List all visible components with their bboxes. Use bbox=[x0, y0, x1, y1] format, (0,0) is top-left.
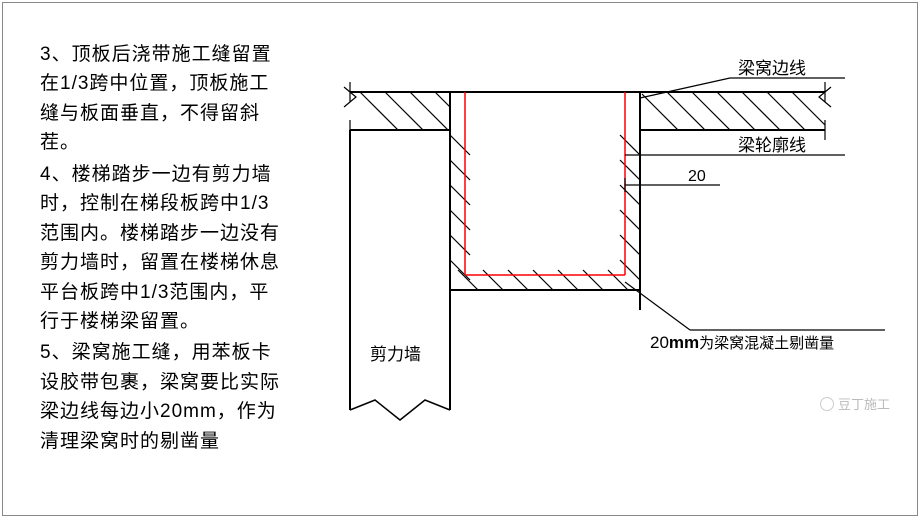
label-shear-wall: 剪力墙 bbox=[370, 345, 421, 364]
watermark-text: 豆丁施工 bbox=[838, 394, 890, 413]
leader-note bbox=[625, 282, 885, 330]
watermark: 豆丁施工 bbox=[820, 394, 890, 413]
label-beam-edge: 梁窝边线 bbox=[738, 59, 806, 78]
paragraph-4: 4、楼梯踏步一边有剪力墙时，控制在梯段板跨中1/3范围内。楼梯踏步一边没有剪力墙… bbox=[40, 160, 280, 337]
right-slab-break bbox=[640, 290, 825, 310]
text-column: 3、顶板后浇带施工缝留置在1/3跨中位置，顶板施工缝与板面垂直，不得留斜茬。 4… bbox=[0, 0, 290, 518]
paragraph-5: 5、梁窝施工缝，用苯板卡设胶带包裹，梁窝要比实际梁边线每边小20mm，作为清理梁… bbox=[40, 338, 280, 456]
page-layout: 3、顶板后浇带施工缝留置在1/3跨中位置，顶板施工缝与板面垂直，不得留斜茬。 4… bbox=[0, 0, 920, 518]
diagram-column: 梁窝边线 梁轮廓线 20 剪力墙 20mm bbox=[290, 0, 920, 518]
slab-outline bbox=[344, 82, 831, 290]
beam-pocket-diagram: 梁窝边线 梁轮廓线 20 剪力墙 20mm bbox=[290, 0, 920, 518]
label-beam-outline: 梁轮廓线 bbox=[738, 136, 806, 155]
watermark-icon bbox=[820, 397, 834, 411]
offset-value: 20 bbox=[688, 168, 706, 185]
note-text: 20mm为梁窝混凝土剔凿量 bbox=[650, 333, 834, 352]
shear-wall bbox=[350, 130, 450, 420]
paragraph-3: 3、顶板后浇带施工缝留置在1/3跨中位置，顶板施工缝与板面垂直，不得留斜茬。 bbox=[40, 40, 280, 158]
beam-inner-outline bbox=[465, 92, 625, 275]
